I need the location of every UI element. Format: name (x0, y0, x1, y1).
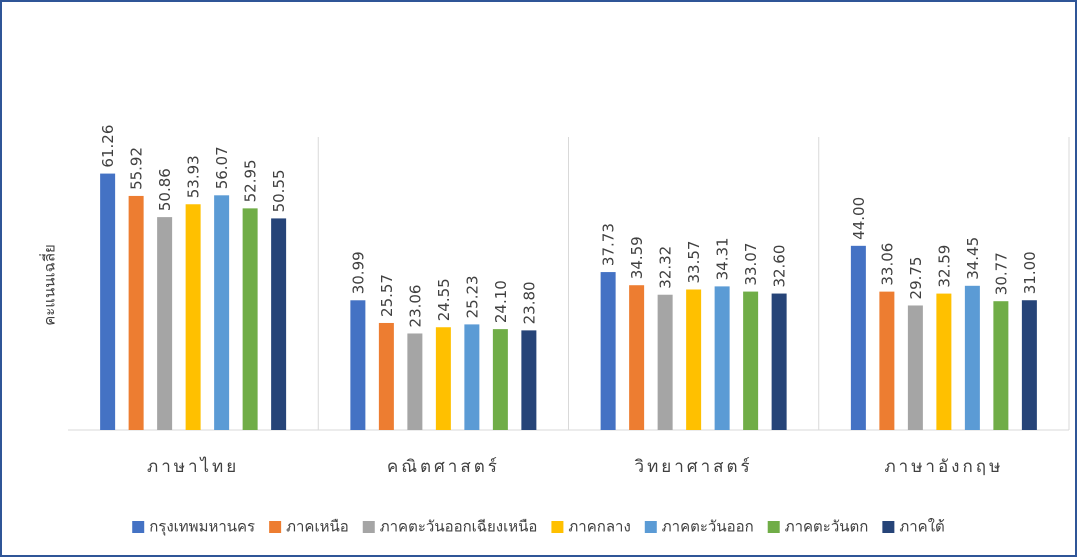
bar (993, 301, 1009, 430)
bar (214, 195, 230, 430)
bar (271, 218, 287, 430)
data-label: 29.75 (907, 257, 925, 300)
x-tick-label: ภาษาไทย (147, 456, 239, 477)
data-label: 32.59 (935, 245, 953, 288)
legend-swatch (551, 521, 564, 533)
bar (407, 333, 423, 430)
data-label: 44.00 (850, 197, 868, 240)
bar (629, 285, 645, 430)
data-label: 30.99 (349, 251, 367, 294)
x-tick-label: คณิตศาสตร์ (387, 457, 500, 477)
bar (521, 330, 537, 430)
legend-swatch (132, 521, 145, 533)
data-label: 33.06 (878, 243, 896, 286)
bar (714, 286, 730, 430)
bar (350, 300, 366, 430)
data-label: 23.06 (406, 285, 424, 328)
bar (600, 272, 616, 430)
bar (464, 324, 480, 430)
bar (907, 305, 923, 430)
legend-label: ภาคเหนือ (286, 518, 349, 536)
data-label: 56.07 (213, 146, 231, 189)
bar (378, 322, 394, 430)
data-label: 23.80 (520, 281, 538, 324)
legend-label: ภาคกลาง (568, 518, 630, 536)
data-label: 50.55 (270, 169, 288, 212)
legend-label: กรุงเทพมหานคร (149, 518, 255, 537)
bar (686, 289, 702, 430)
bar (743, 291, 759, 430)
bar (492, 329, 508, 430)
data-label: 24.55 (435, 278, 453, 321)
bar (100, 173, 116, 431)
legend-swatch (269, 521, 282, 533)
data-label: 30.77 (992, 252, 1010, 295)
data-label: 25.23 (463, 275, 481, 318)
data-label: 34.31 (714, 237, 732, 280)
bar (879, 291, 895, 430)
data-label: 37.73 (600, 223, 618, 266)
data-label: 33.07 (742, 243, 760, 286)
legend-label: ภาคตะวันตก (785, 518, 869, 536)
legend-label: ภาคตะวันออกเฉียงเหนือ (380, 518, 538, 536)
bar (657, 294, 673, 430)
legend-swatch (882, 521, 895, 533)
data-label: 33.57 (685, 241, 703, 284)
legend-swatch (767, 521, 780, 533)
data-label: 55.92 (128, 147, 146, 190)
data-label: 52.95 (242, 159, 260, 202)
legend-label: ภาคใต้ (899, 518, 944, 536)
y-axis-title: คะแนนเฉลี่ย (39, 244, 59, 326)
legend-swatch (644, 521, 657, 533)
data-label: 24.10 (492, 280, 510, 323)
legend-label: ภาคตะวันออก (662, 518, 754, 536)
data-label: 31.00 (1021, 251, 1039, 294)
data-label: 32.60 (771, 245, 789, 288)
data-label: 61.26 (99, 125, 117, 168)
legend-swatch (362, 521, 375, 533)
bar (157, 217, 173, 430)
bar (1021, 300, 1037, 430)
bar (128, 195, 144, 430)
bar (242, 208, 258, 430)
bar (964, 285, 980, 430)
data-label: 53.93 (185, 155, 203, 198)
bar (771, 293, 787, 430)
data-label: 25.57 (378, 274, 396, 317)
data-label: 32.32 (657, 246, 675, 289)
bar (435, 327, 451, 430)
data-label: 34.45 (964, 237, 982, 280)
x-tick-label: ภาษาอังกฤษ (884, 457, 1003, 477)
data-label: 50.86 (156, 168, 174, 211)
x-tick-label: วิทยาศาสตร์ (634, 457, 753, 477)
bar (185, 204, 201, 430)
bar (850, 245, 866, 430)
bar (936, 293, 952, 430)
data-label: 34.59 (628, 236, 646, 279)
